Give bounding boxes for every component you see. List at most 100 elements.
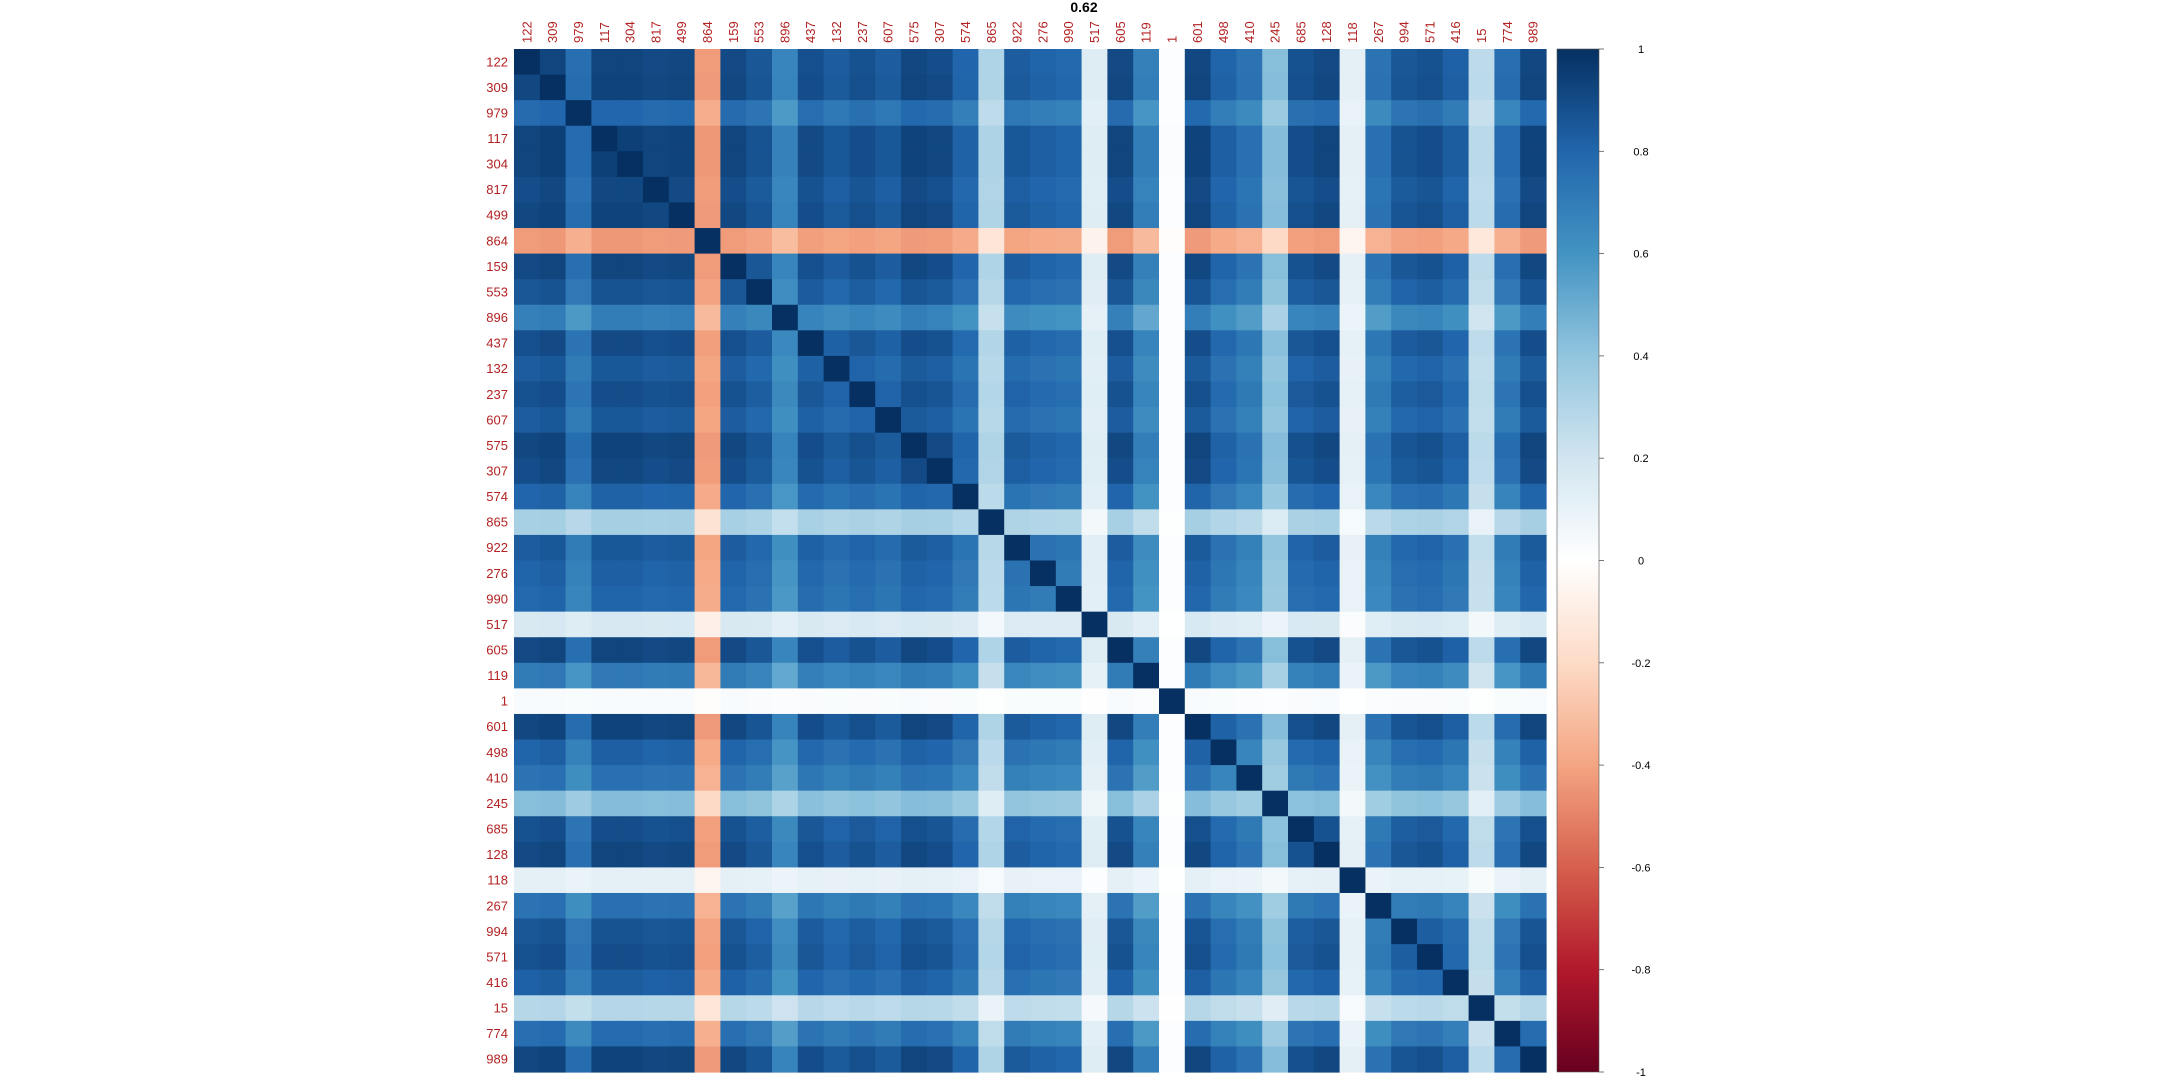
heatmap-cell [1313, 739, 1341, 766]
heatmap-cell [539, 330, 567, 357]
heatmap-cell [1184, 228, 1212, 255]
heatmap-cell [643, 49, 670, 76]
heatmap-cell [1210, 304, 1237, 331]
heatmap-cell [1468, 1046, 1495, 1073]
heatmap-cell [746, 381, 773, 408]
heatmap-cell [978, 49, 1005, 76]
heatmap-cell [926, 407, 954, 434]
heatmap-cell [694, 713, 721, 741]
heatmap-cell [1081, 304, 1108, 331]
heatmap-cell [1004, 867, 1031, 894]
heatmap-cell [952, 176, 979, 204]
heatmap-cell [1417, 586, 1444, 613]
heatmap-cell [1055, 125, 1083, 152]
heatmap-cell [1468, 662, 1495, 689]
heatmap-cell [1365, 841, 1392, 868]
heatmap-cell [565, 49, 592, 76]
heatmap-cell [668, 279, 696, 306]
heatmap-cell [539, 151, 567, 178]
heatmap-cell [1494, 969, 1521, 996]
heatmap-cell [643, 509, 670, 536]
heatmap-cell [1494, 662, 1521, 689]
heatmap-cell [1030, 432, 1057, 459]
heatmap-cell [772, 304, 799, 331]
heatmap-cell [1107, 176, 1134, 204]
heatmap-cell [1159, 739, 1186, 766]
heatmap-cell [926, 918, 954, 945]
heatmap-cell [668, 458, 696, 485]
heatmap-cell [1339, 1046, 1366, 1073]
column-label: 416 [1448, 21, 1463, 43]
heatmap-cell [1107, 611, 1134, 638]
heatmap-cell [694, 765, 721, 792]
heatmap-cell [1391, 739, 1418, 766]
heatmap-cell [849, 969, 876, 996]
heatmap-cell [1288, 944, 1315, 971]
heatmap-cell [565, 611, 592, 638]
heatmap-cell [1030, 253, 1057, 280]
heatmap-cell [797, 151, 825, 178]
heatmap-cell [720, 432, 747, 459]
heatmap-cell [1313, 1020, 1341, 1048]
heatmap-cell [901, 304, 928, 331]
heatmap-cell [1055, 713, 1083, 741]
heatmap-cell [1236, 228, 1263, 255]
column-label: 517 [1087, 21, 1102, 43]
column-label: 574 [958, 21, 973, 43]
heatmap-cell [720, 969, 747, 996]
heatmap-cell [1313, 662, 1341, 689]
heatmap-cell [823, 637, 850, 664]
heatmap-cell [1055, 355, 1083, 383]
heatmap-cell [1339, 509, 1366, 536]
heatmap-cell [1210, 790, 1237, 817]
heatmap-cell [746, 509, 773, 536]
heatmap-cell [539, 228, 567, 255]
row-label: 553 [486, 284, 508, 299]
heatmap-cell [1365, 125, 1392, 152]
heatmap-cell [1520, 381, 1547, 408]
row-label: 994 [486, 924, 508, 939]
heatmap-cell [1442, 969, 1470, 996]
heatmap-cell [1339, 867, 1366, 894]
heatmap-cell [1055, 892, 1083, 920]
heatmap-cell [1365, 1046, 1392, 1073]
heatmap-cell [952, 458, 979, 485]
heatmap-cell [1030, 688, 1057, 715]
heatmap-cell [1442, 765, 1470, 792]
heatmap-cell [978, 713, 1005, 741]
heatmap-cell [1159, 534, 1186, 562]
heatmap-cell [591, 713, 618, 741]
heatmap-cell [978, 944, 1005, 971]
heatmap-cell [772, 713, 799, 741]
heatmap-cell [926, 790, 954, 817]
heatmap-cell [1262, 841, 1289, 868]
heatmap-cell [643, 534, 670, 562]
heatmap-cell [539, 1046, 567, 1073]
heatmap-cell [978, 74, 1005, 101]
heatmap-cell [1262, 560, 1289, 587]
heatmap-cell [1133, 74, 1160, 101]
row-label: 601 [486, 719, 508, 734]
heatmap-cell [694, 586, 721, 613]
heatmap-cell [1159, 176, 1186, 204]
heatmap-cell [772, 279, 799, 306]
heatmap-cell [1210, 202, 1237, 229]
heatmap-cell [1365, 432, 1392, 459]
heatmap-cell [643, 381, 670, 408]
heatmap-cell [1391, 534, 1418, 562]
heatmap-cell [643, 713, 670, 741]
heatmap-cell [1494, 637, 1521, 664]
heatmap-cell [772, 355, 799, 383]
heatmap-cell [1520, 1046, 1547, 1073]
heatmap-cell [591, 432, 618, 459]
column-label: 132 [829, 21, 844, 43]
heatmap-cell [1391, 279, 1418, 306]
heatmap-cell [1520, 688, 1547, 715]
heatmap-cell [1339, 713, 1366, 741]
heatmap-cell [668, 49, 696, 76]
heatmap-cell [1365, 995, 1392, 1022]
heatmap-cell [1184, 151, 1212, 178]
heatmap-cell [875, 279, 902, 306]
heatmap-cell [952, 202, 979, 229]
heatmap-cell [1391, 355, 1418, 383]
